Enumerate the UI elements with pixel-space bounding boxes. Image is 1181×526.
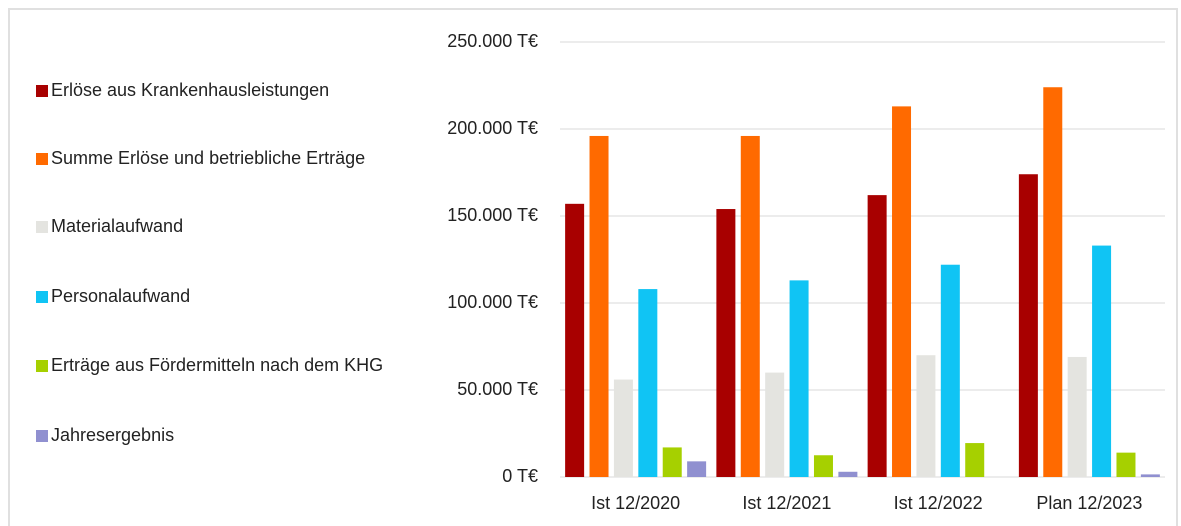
bar [662, 447, 682, 477]
legend-label: Personalaufwand [51, 286, 191, 306]
bar [1116, 452, 1136, 477]
x-tick-label: Ist 12/2020 [591, 493, 680, 513]
chart-frame [8, 8, 1178, 526]
y-tick-label: 100.000 T€ [447, 292, 538, 312]
legend-label: Erträge aus Fördermitteln nach dem KHG [51, 355, 384, 375]
bar [613, 379, 633, 477]
bar [1043, 87, 1063, 478]
bar [638, 289, 658, 477]
legend-swatch [36, 360, 48, 372]
legend-item: Erträge aus Fördermitteln nach dem KHG [36, 353, 386, 378]
bar [813, 455, 833, 477]
bar [1092, 245, 1112, 477]
legend-label: Materialaufwand [51, 216, 184, 236]
bar [1018, 174, 1038, 478]
y-tick-label: 200.000 T€ [447, 118, 538, 138]
bar [716, 209, 736, 478]
x-tick-label: Ist 12/2021 [742, 493, 831, 513]
legend-item: Erlöse aus Krankenhausleistungen [36, 78, 386, 103]
legend-label: Summe Erlöse und betriebliche Erträge [51, 148, 366, 168]
y-tick-label: 150.000 T€ [447, 205, 538, 225]
legend-swatch [36, 291, 48, 303]
legend-item: Materialaufwand [36, 214, 386, 239]
legend-swatch [36, 85, 48, 97]
bar [740, 135, 760, 477]
legend-item: Summe Erlöse und betriebliche Erträge [36, 146, 386, 171]
bar [965, 443, 985, 477]
bar [589, 135, 609, 477]
legend-swatch [36, 221, 48, 233]
legend-item: Jahresergebnis [36, 423, 386, 448]
bar [940, 264, 960, 477]
bar [687, 461, 707, 477]
bar [765, 372, 785, 477]
bar [916, 355, 936, 477]
x-tick-label: Plan 12/2023 [1036, 493, 1142, 513]
y-tick-label: 0 T€ [502, 466, 538, 486]
legend-swatch [36, 430, 48, 442]
y-tick-label: 50.000 T€ [457, 379, 538, 399]
bar [838, 471, 858, 477]
legend-label: Jahresergebnis [51, 425, 175, 445]
legend-swatch [36, 153, 48, 165]
bar [565, 203, 585, 477]
bar [892, 106, 912, 477]
bar [1067, 356, 1087, 477]
bar [867, 195, 887, 477]
bar [789, 280, 809, 477]
legend-label: Erlöse aus Krankenhausleistungen [51, 80, 330, 100]
bar [1140, 474, 1160, 477]
y-tick-label: 250.000 T€ [447, 31, 538, 51]
legend-item: Personalaufwand [36, 284, 386, 309]
x-tick-label: Ist 12/2022 [894, 493, 983, 513]
